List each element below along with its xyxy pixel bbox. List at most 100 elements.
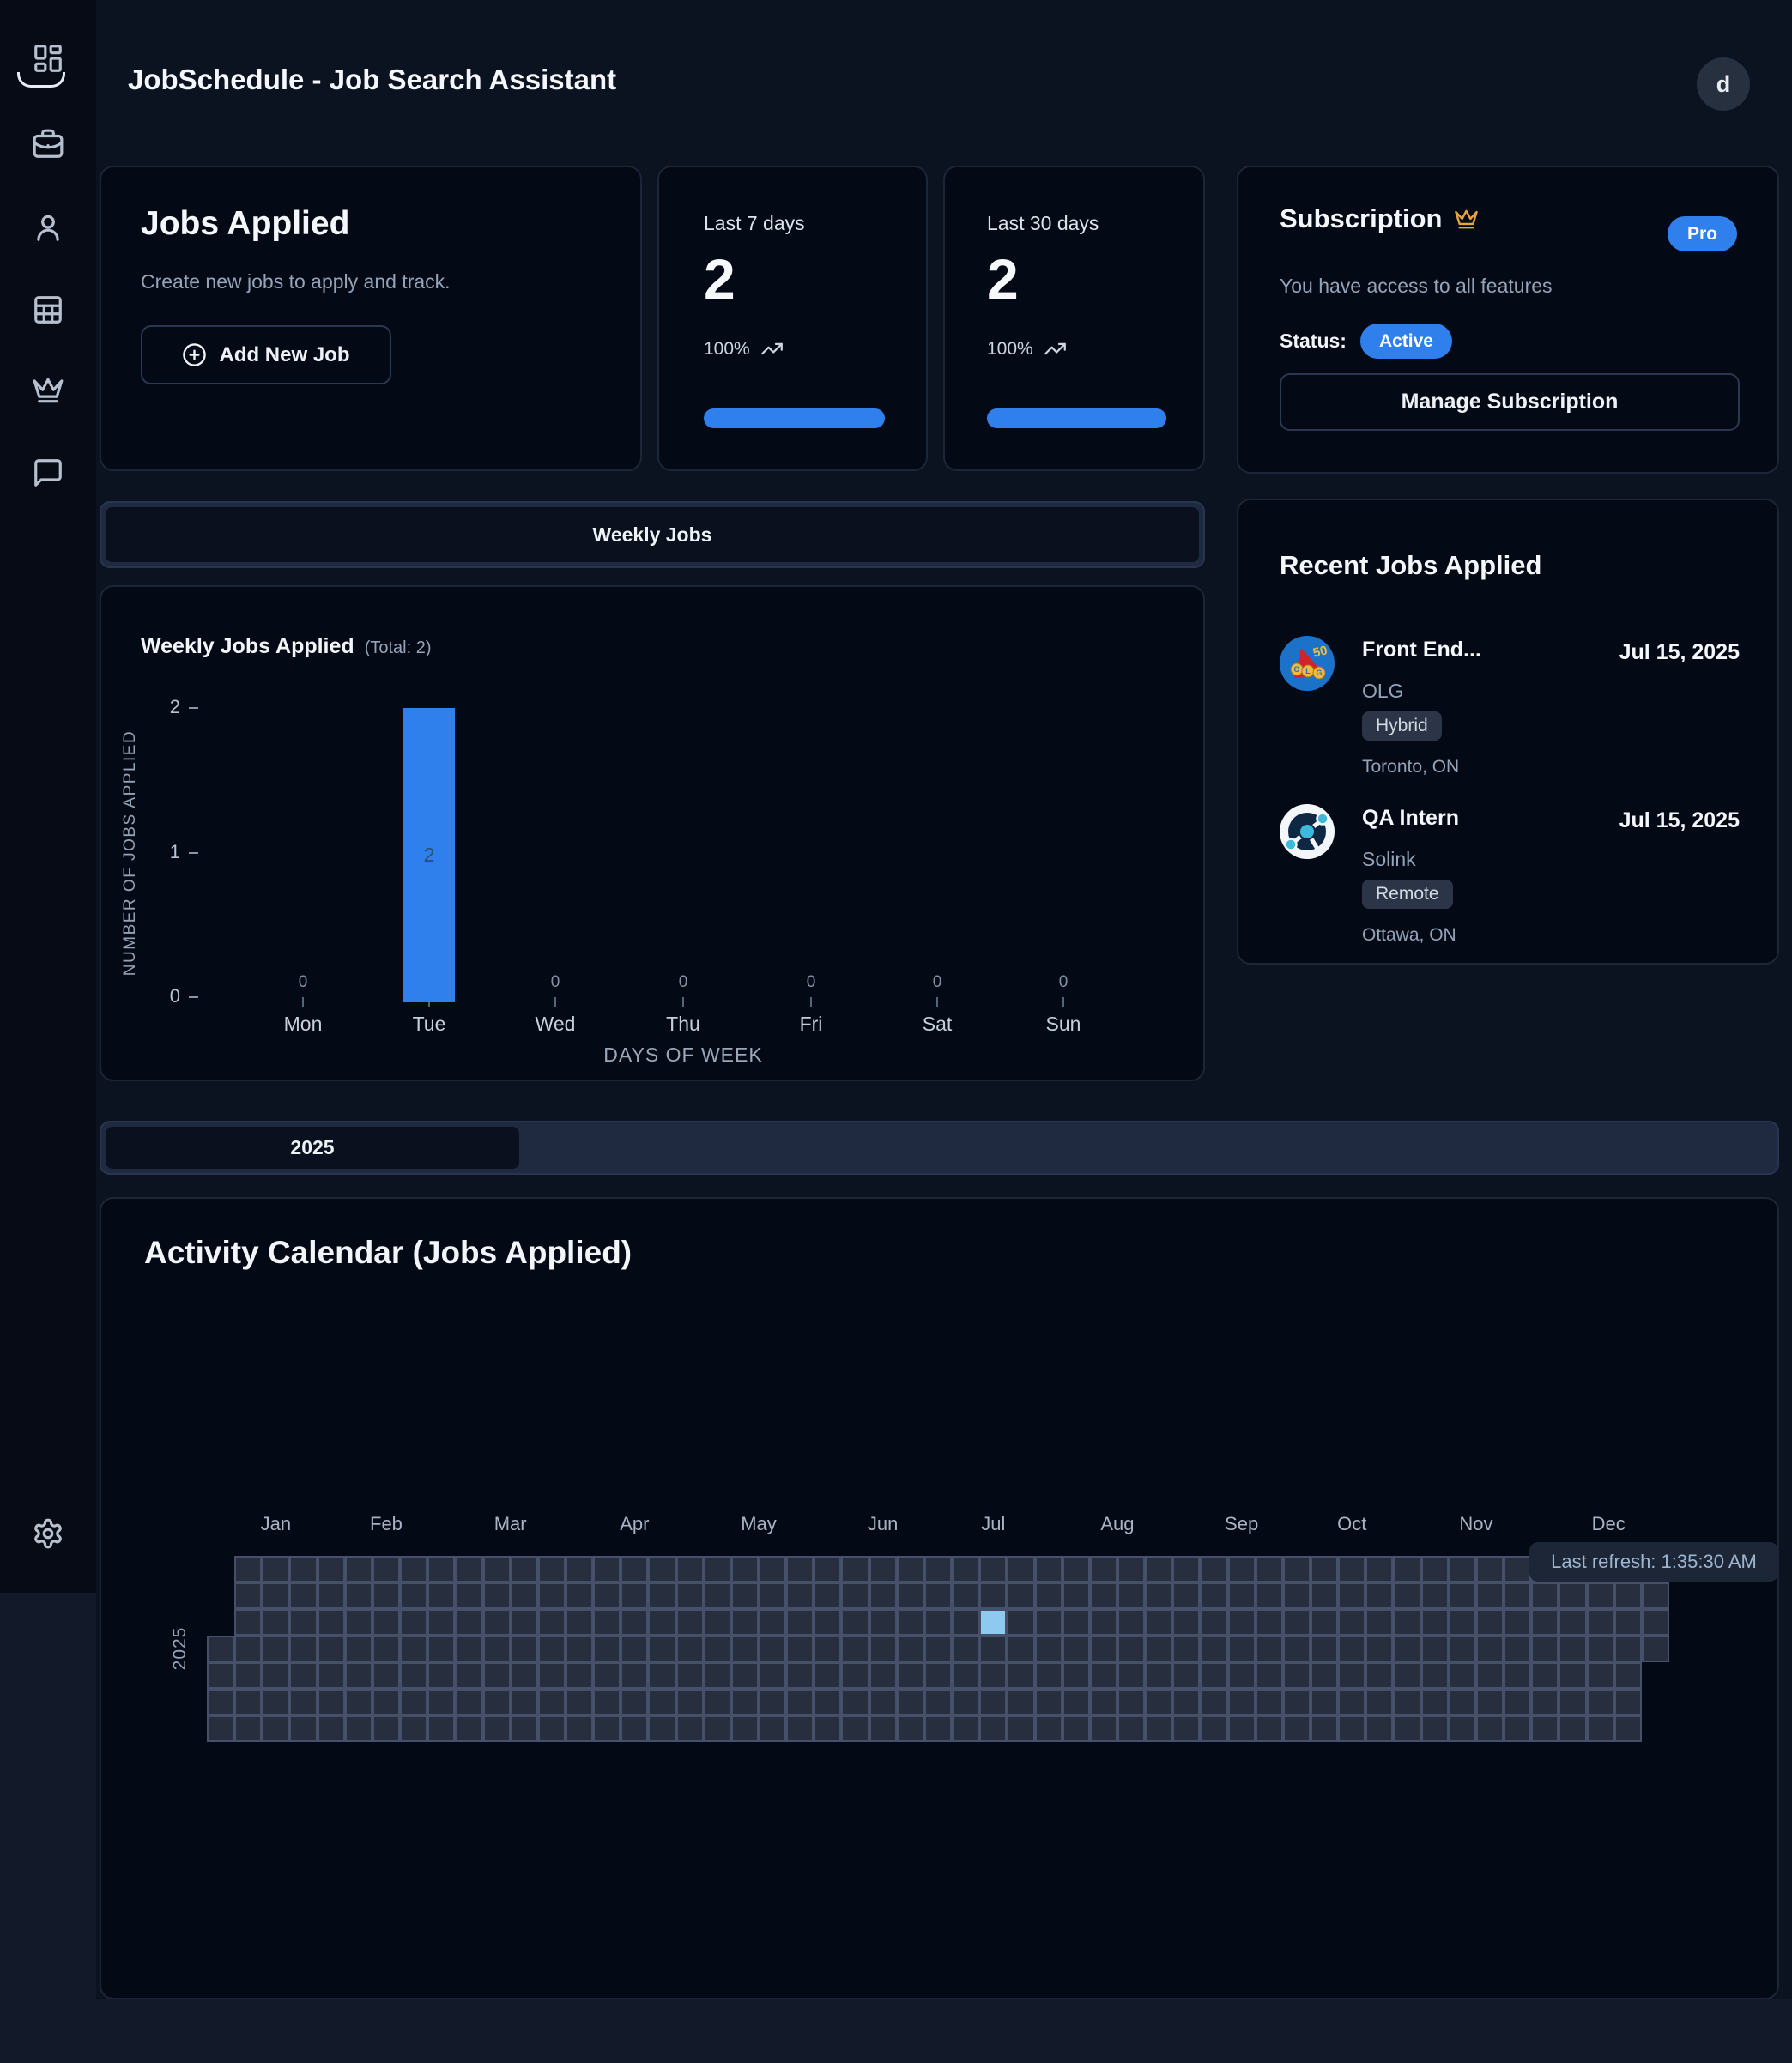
heatmap-cell[interactable] <box>979 1636 1007 1662</box>
heatmap-cell-active[interactable] <box>979 1609 1007 1636</box>
heatmap-cell[interactable] <box>952 1715 979 1742</box>
heatmap-cell[interactable] <box>289 1556 318 1582</box>
heatmap-cell[interactable] <box>979 1556 1007 1582</box>
heatmap-cell[interactable] <box>1062 1689 1090 1715</box>
heatmap-cell[interactable] <box>234 1662 262 1689</box>
heatmap-cell[interactable] <box>511 1662 538 1689</box>
heatmap-cell[interactable] <box>1145 1689 1172 1715</box>
heatmap-cell[interactable] <box>1449 1662 1476 1689</box>
heatmap-cell[interactable] <box>1311 1636 1338 1662</box>
heatmap-cell[interactable] <box>1338 1662 1365 1689</box>
heatmap-cell[interactable] <box>1504 1582 1531 1609</box>
heatmap-cell[interactable] <box>318 1636 345 1662</box>
heatmap-cell[interactable] <box>1172 1556 1200 1582</box>
heatmap-cell[interactable] <box>372 1662 400 1689</box>
heatmap-cell[interactable] <box>1642 1636 1669 1662</box>
heatmap-cell[interactable] <box>869 1636 897 1662</box>
heatmap-cell[interactable] <box>289 1636 318 1662</box>
heatmap-cell[interactable] <box>1145 1556 1172 1582</box>
heatmap-cell[interactable] <box>979 1582 1007 1609</box>
manage-subscription-button[interactable]: Manage Subscription <box>1280 373 1740 431</box>
heatmap-cell[interactable] <box>400 1689 427 1715</box>
sidebar-item-jobs[interactable] <box>32 128 64 160</box>
heatmap-cell[interactable] <box>676 1715 704 1742</box>
heatmap-cell[interactable] <box>1200 1636 1228 1662</box>
heatmap-cell[interactable] <box>345 1689 372 1715</box>
heatmap-cell[interactable] <box>814 1636 841 1662</box>
heatmap-cell[interactable] <box>869 1609 897 1636</box>
heatmap-cell[interactable] <box>234 1689 262 1715</box>
heatmap-cell[interactable] <box>1117 1582 1145 1609</box>
heatmap-cell[interactable] <box>1007 1689 1035 1715</box>
heatmap-cell[interactable] <box>1007 1556 1035 1582</box>
heatmap-cell[interactable] <box>1614 1662 1642 1689</box>
heatmap-cell[interactable] <box>511 1715 538 1742</box>
heatmap-cell[interactable] <box>1476 1715 1504 1742</box>
heatmap-cell[interactable] <box>289 1609 318 1636</box>
heatmap-cell[interactable] <box>455 1715 483 1742</box>
heatmap-cell[interactable] <box>1559 1582 1587 1609</box>
heatmap-cell[interactable] <box>427 1556 455 1582</box>
heatmap-cell[interactable] <box>427 1582 455 1609</box>
heatmap-cell[interactable] <box>538 1556 566 1582</box>
heatmap-cell[interactable] <box>1117 1689 1145 1715</box>
heatmap-cell[interactable] <box>234 1556 262 1582</box>
heatmap-cell[interactable] <box>869 1582 897 1609</box>
heatmap-cell[interactable] <box>289 1662 318 1689</box>
heatmap-cell[interactable] <box>345 1582 372 1609</box>
heatmap-cell[interactable] <box>1145 1609 1172 1636</box>
heatmap-cell[interactable] <box>1531 1582 1559 1609</box>
chart-bar[interactable]: 2 <box>403 708 455 1002</box>
heatmap-cell[interactable] <box>566 1582 593 1609</box>
heatmap-cell[interactable] <box>1531 1609 1559 1636</box>
heatmap-cell[interactable] <box>538 1715 566 1742</box>
heatmap-cell[interactable] <box>648 1662 676 1689</box>
heatmap-cell[interactable] <box>1393 1636 1421 1662</box>
heatmap-cell[interactable] <box>262 1689 289 1715</box>
heatmap-cell[interactable] <box>1117 1556 1145 1582</box>
heatmap-cell[interactable] <box>897 1636 924 1662</box>
heatmap-cell[interactable] <box>289 1582 318 1609</box>
heatmap-cell[interactable] <box>1283 1556 1311 1582</box>
heatmap-cell[interactable] <box>345 1609 372 1636</box>
heatmap-cell[interactable] <box>427 1689 455 1715</box>
heatmap-cell[interactable] <box>731 1715 759 1742</box>
heatmap-cell[interactable] <box>1449 1609 1476 1636</box>
heatmap-cell[interactable] <box>704 1556 731 1582</box>
heatmap-cell[interactable] <box>841 1715 869 1742</box>
heatmap-cell[interactable] <box>1007 1715 1035 1742</box>
heatmap-cell[interactable] <box>1365 1636 1393 1662</box>
heatmap-cell[interactable] <box>1007 1636 1035 1662</box>
heatmap-cell[interactable] <box>648 1636 676 1662</box>
heatmap-cell[interactable] <box>897 1582 924 1609</box>
heatmap-cell[interactable] <box>1062 1636 1090 1662</box>
heatmap-cell[interactable] <box>676 1689 704 1715</box>
heatmap-cell[interactable] <box>234 1582 262 1609</box>
heatmap-cell[interactable] <box>1172 1636 1200 1662</box>
heatmap-cell[interactable] <box>1228 1715 1256 1742</box>
heatmap-cell[interactable] <box>869 1689 897 1715</box>
heatmap-cell[interactable] <box>621 1715 648 1742</box>
heatmap-cell[interactable] <box>621 1556 648 1582</box>
heatmap-cell[interactable] <box>372 1582 400 1609</box>
heatmap-cell[interactable] <box>814 1609 841 1636</box>
heatmap-cell[interactable] <box>1587 1609 1614 1636</box>
sidebar-item-messages[interactable] <box>32 457 64 489</box>
heatmap-cell[interactable] <box>814 1689 841 1715</box>
heatmap-cell[interactable] <box>318 1715 345 1742</box>
heatmap-cell[interactable] <box>704 1662 731 1689</box>
heatmap-cell[interactable] <box>1283 1582 1311 1609</box>
heatmap-cell[interactable] <box>455 1556 483 1582</box>
heatmap-cell[interactable] <box>262 1715 289 1742</box>
heatmap-cell[interactable] <box>483 1715 511 1742</box>
heatmap-cell[interactable] <box>621 1636 648 1662</box>
heatmap-cell[interactable] <box>1090 1715 1117 1742</box>
heatmap-cell[interactable] <box>372 1689 400 1715</box>
heatmap-cell[interactable] <box>1421 1662 1449 1689</box>
heatmap-cell[interactable] <box>704 1689 731 1715</box>
heatmap-cell[interactable] <box>1228 1662 1256 1689</box>
heatmap-cell[interactable] <box>1172 1662 1200 1689</box>
heatmap-cell[interactable] <box>538 1689 566 1715</box>
heatmap-cell[interactable] <box>1172 1689 1200 1715</box>
heatmap-cell[interactable] <box>483 1556 511 1582</box>
